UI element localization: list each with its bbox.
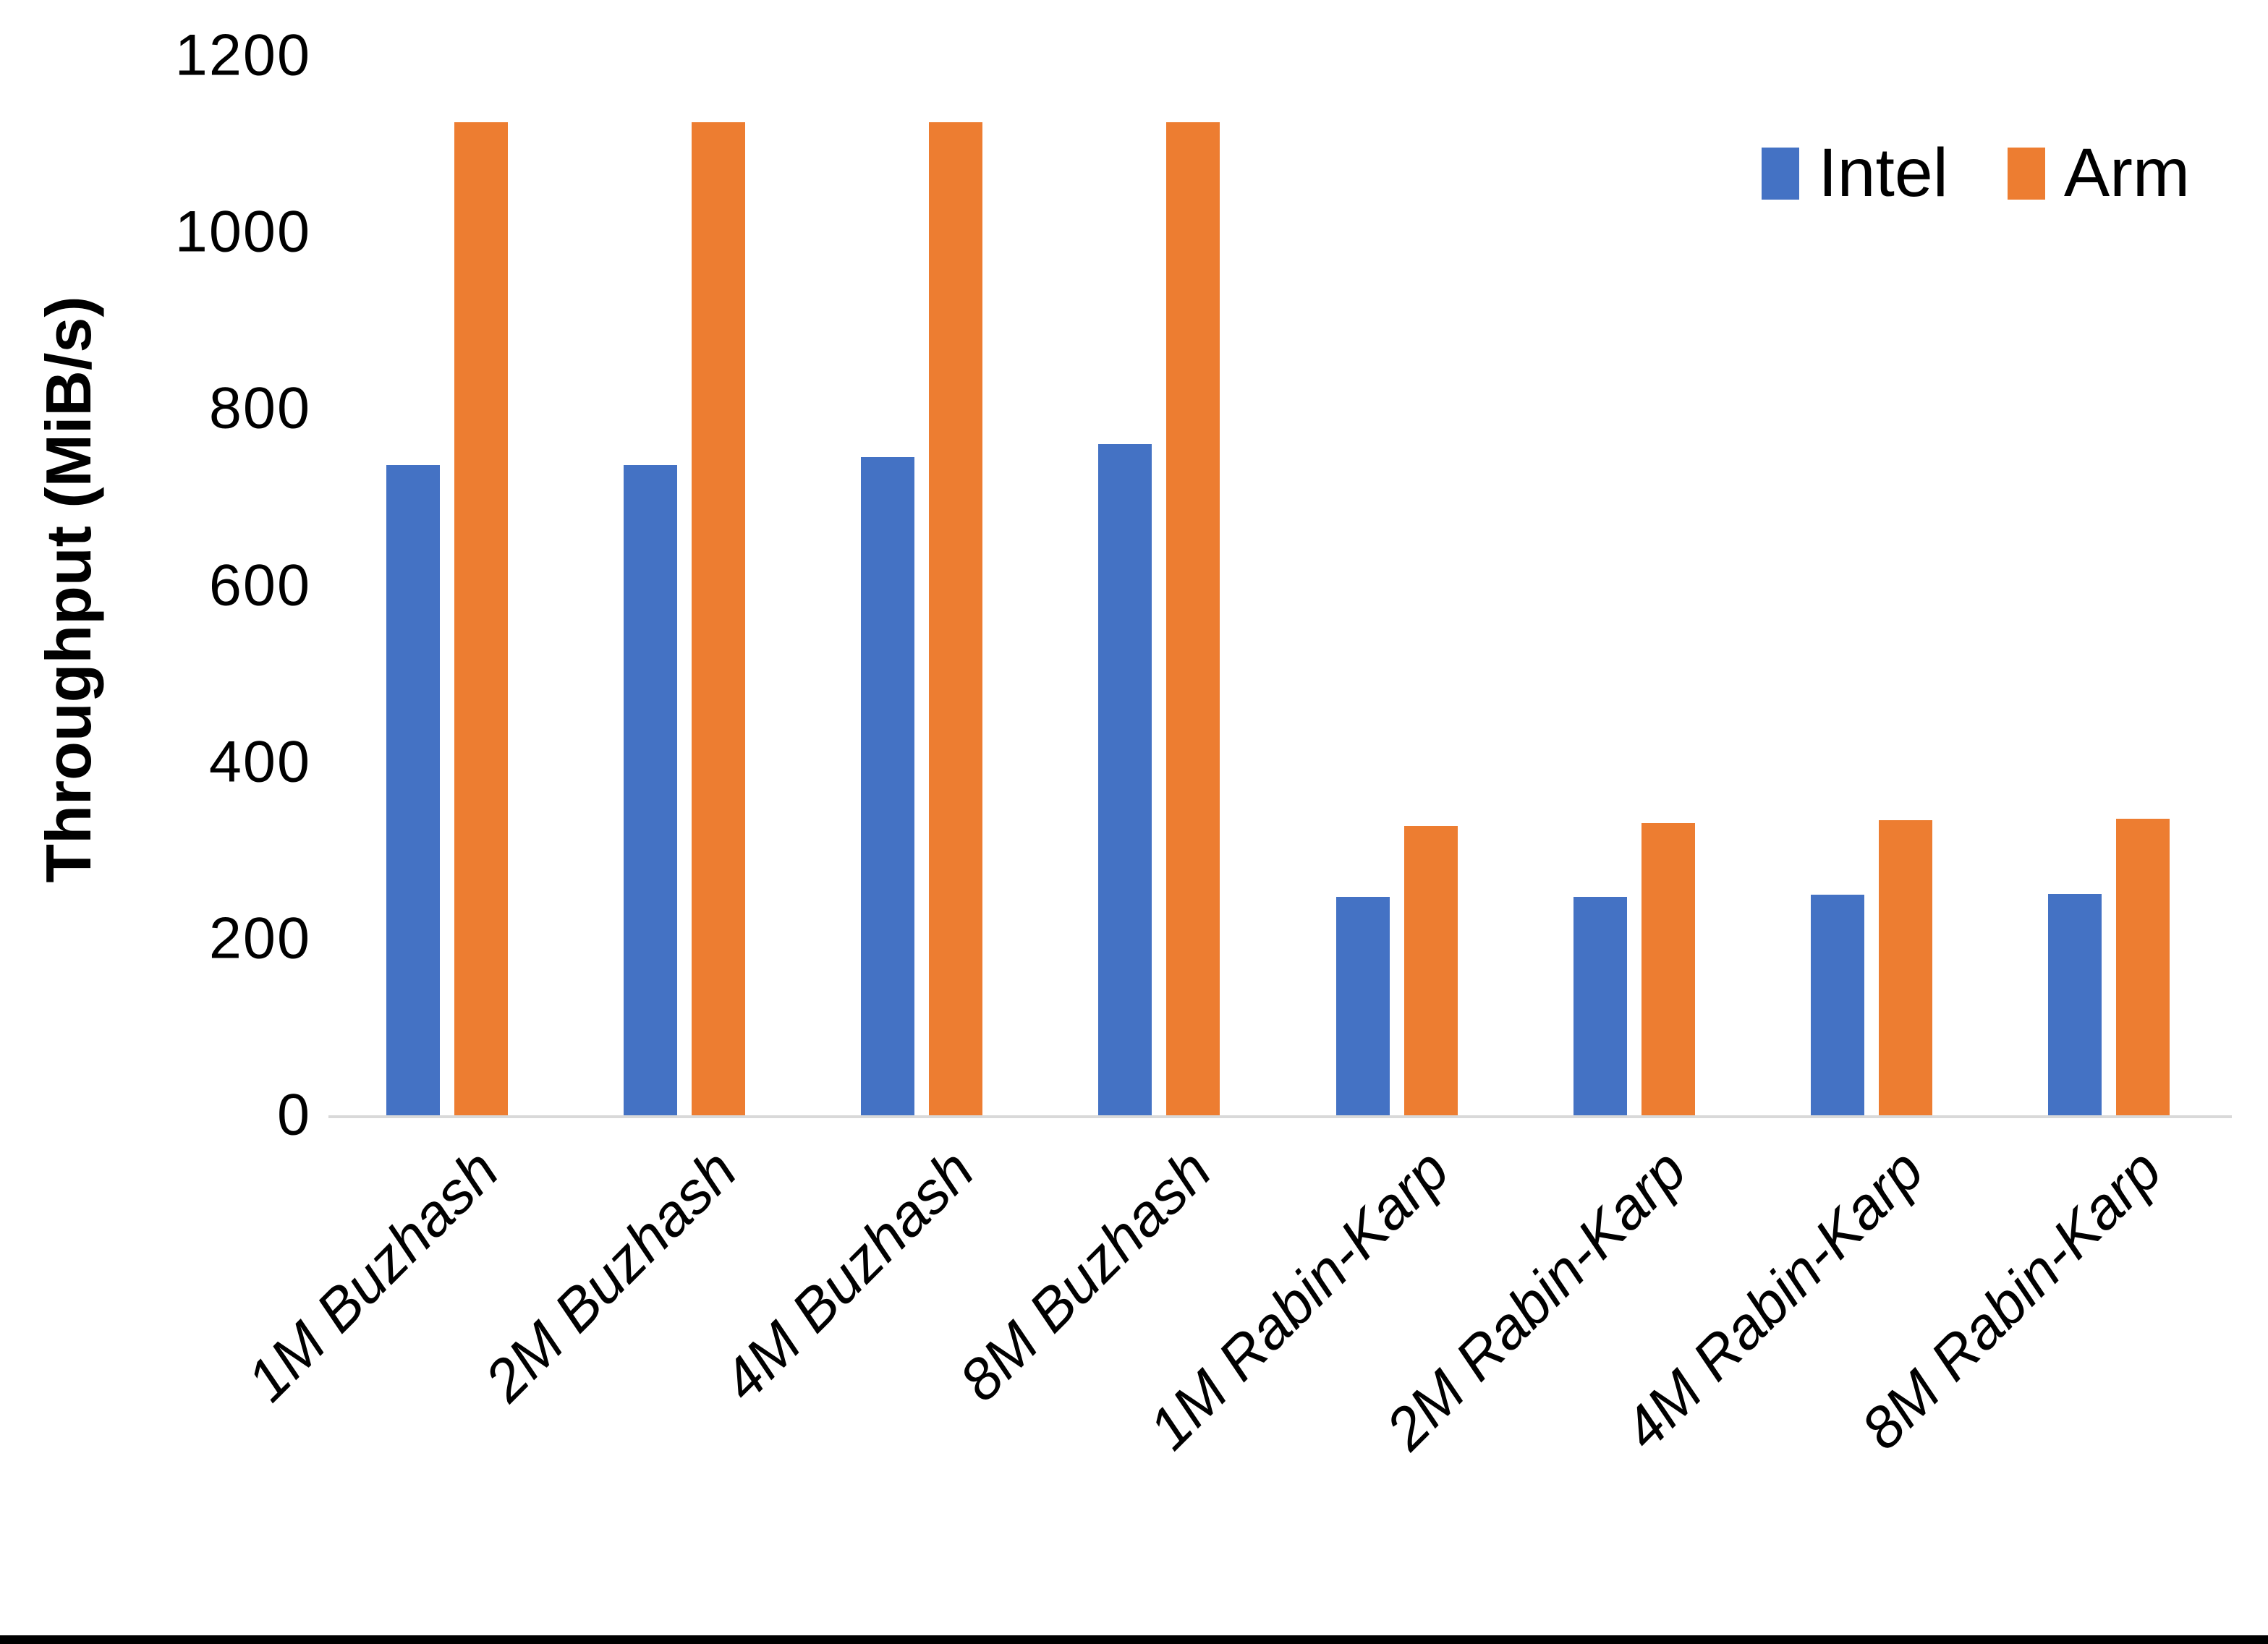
bar-intel-8m-buzhash: [1098, 444, 1152, 1115]
bar-arm-2m-buzhash: [691, 122, 745, 1115]
legend-item-arm: Arm: [2007, 135, 2190, 211]
y-tick-label-800: 800: [208, 375, 311, 441]
x-category-label-2m-buzhash: 2M Buzhash: [472, 1137, 749, 1414]
legend: Intel Arm: [1762, 139, 2190, 208]
y-tick-label-400: 400: [208, 729, 311, 795]
y-tick-label-1200: 1200: [174, 22, 311, 88]
x-axis-line: [328, 1115, 2232, 1118]
bar-intel-4m-buzhash: [861, 457, 914, 1115]
bar-intel-8m-rabin-karp: [2048, 894, 2102, 1115]
y-tick-label-0: 0: [276, 1082, 311, 1148]
bar-arm-8m-rabin-karp: [2116, 819, 2170, 1115]
bar-intel-4m-rabin-karp: [1811, 895, 1864, 1115]
bottom-border: [0, 1635, 2268, 1644]
legend-label-arm: Arm: [2063, 135, 2190, 211]
x-category-label-1m-buzhash: 1M Buzhash: [234, 1137, 511, 1414]
y-tick-label-600: 600: [208, 553, 311, 618]
bar-intel-1m-rabin-karp: [1335, 897, 1390, 1115]
y-tick-label-200: 200: [208, 906, 311, 971]
bar-arm-1m-rabin-karp: [1403, 826, 1458, 1115]
legend-item-intel: Intel: [1762, 139, 1948, 208]
bar-arm-4m-rabin-karp: [1879, 820, 1932, 1115]
bar-arm-4m-buzhash: [929, 122, 982, 1115]
bar-intel-1m-buzhash: [386, 465, 440, 1115]
bar-intel-2m-buzhash: [623, 465, 677, 1115]
bar-intel-2m-rabin-karp: [1573, 897, 1627, 1115]
bar-arm-8m-buzhash: [1166, 122, 1220, 1115]
legend-swatch-intel: [1762, 147, 1800, 200]
legend-swatch-arm: [2007, 147, 2045, 200]
bar-arm-2m-rabin-karp: [1641, 823, 1695, 1115]
legend-label-intel: Intel: [1818, 135, 1948, 211]
bar-arm-1m-buzhash: [454, 122, 508, 1115]
x-category-label-4m-buzhash: 4M Buzhash: [710, 1137, 987, 1414]
y-tick-label-1000: 1000: [174, 199, 311, 265]
